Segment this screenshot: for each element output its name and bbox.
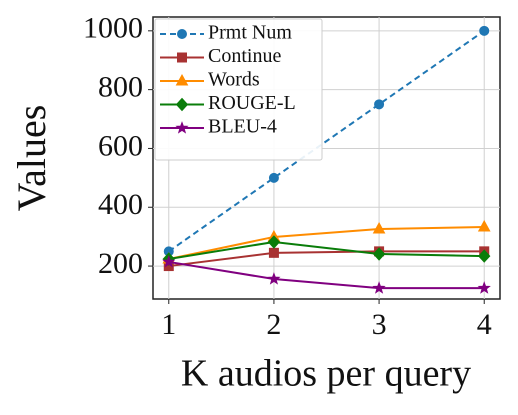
series-line bbox=[168, 260, 485, 290]
x-tick-label: 4 bbox=[477, 308, 492, 341]
marker bbox=[177, 29, 187, 39]
y-axis-label: Values bbox=[9, 105, 54, 212]
y-tick-label: 200 bbox=[98, 247, 143, 280]
x-tick-label: 2 bbox=[266, 308, 281, 341]
series-group bbox=[162, 25, 491, 294]
x-tick-label: 3 bbox=[372, 308, 387, 341]
series-line bbox=[168, 30, 485, 253]
marker bbox=[478, 249, 491, 263]
legend-label: ROUGE-L bbox=[208, 92, 296, 114]
series-line bbox=[168, 225, 485, 260]
marker bbox=[267, 235, 281, 249]
legend-label: Continue bbox=[208, 45, 281, 67]
y-tick-label: 800 bbox=[98, 71, 143, 104]
marker bbox=[268, 172, 279, 183]
x-axis-label: K audios per query bbox=[181, 353, 471, 395]
plot-frame bbox=[152, 16, 501, 300]
legend-label: Words bbox=[208, 69, 260, 91]
marker bbox=[268, 247, 279, 258]
marker bbox=[374, 99, 385, 110]
marker bbox=[175, 73, 189, 86]
marker bbox=[477, 281, 491, 294]
y-tick-label: 1000 bbox=[83, 12, 143, 45]
marker bbox=[175, 97, 189, 112]
marker bbox=[267, 272, 281, 285]
legend-label: BLEU-4 bbox=[208, 116, 277, 138]
marker bbox=[372, 221, 386, 234]
marker bbox=[372, 281, 386, 294]
series-line bbox=[168, 250, 485, 268]
legend-box bbox=[154, 18, 323, 161]
marker bbox=[479, 25, 490, 36]
marker bbox=[477, 219, 491, 232]
legend-label: Prmt Num bbox=[208, 22, 292, 44]
y-tick-label: 600 bbox=[98, 129, 143, 162]
series-line bbox=[168, 240, 485, 260]
marker bbox=[162, 255, 176, 268]
x-tick-label: 1 bbox=[161, 308, 176, 341]
marker bbox=[175, 121, 189, 134]
y-tick-label: 400 bbox=[98, 188, 143, 221]
marker bbox=[372, 247, 386, 261]
marker bbox=[177, 52, 187, 63]
